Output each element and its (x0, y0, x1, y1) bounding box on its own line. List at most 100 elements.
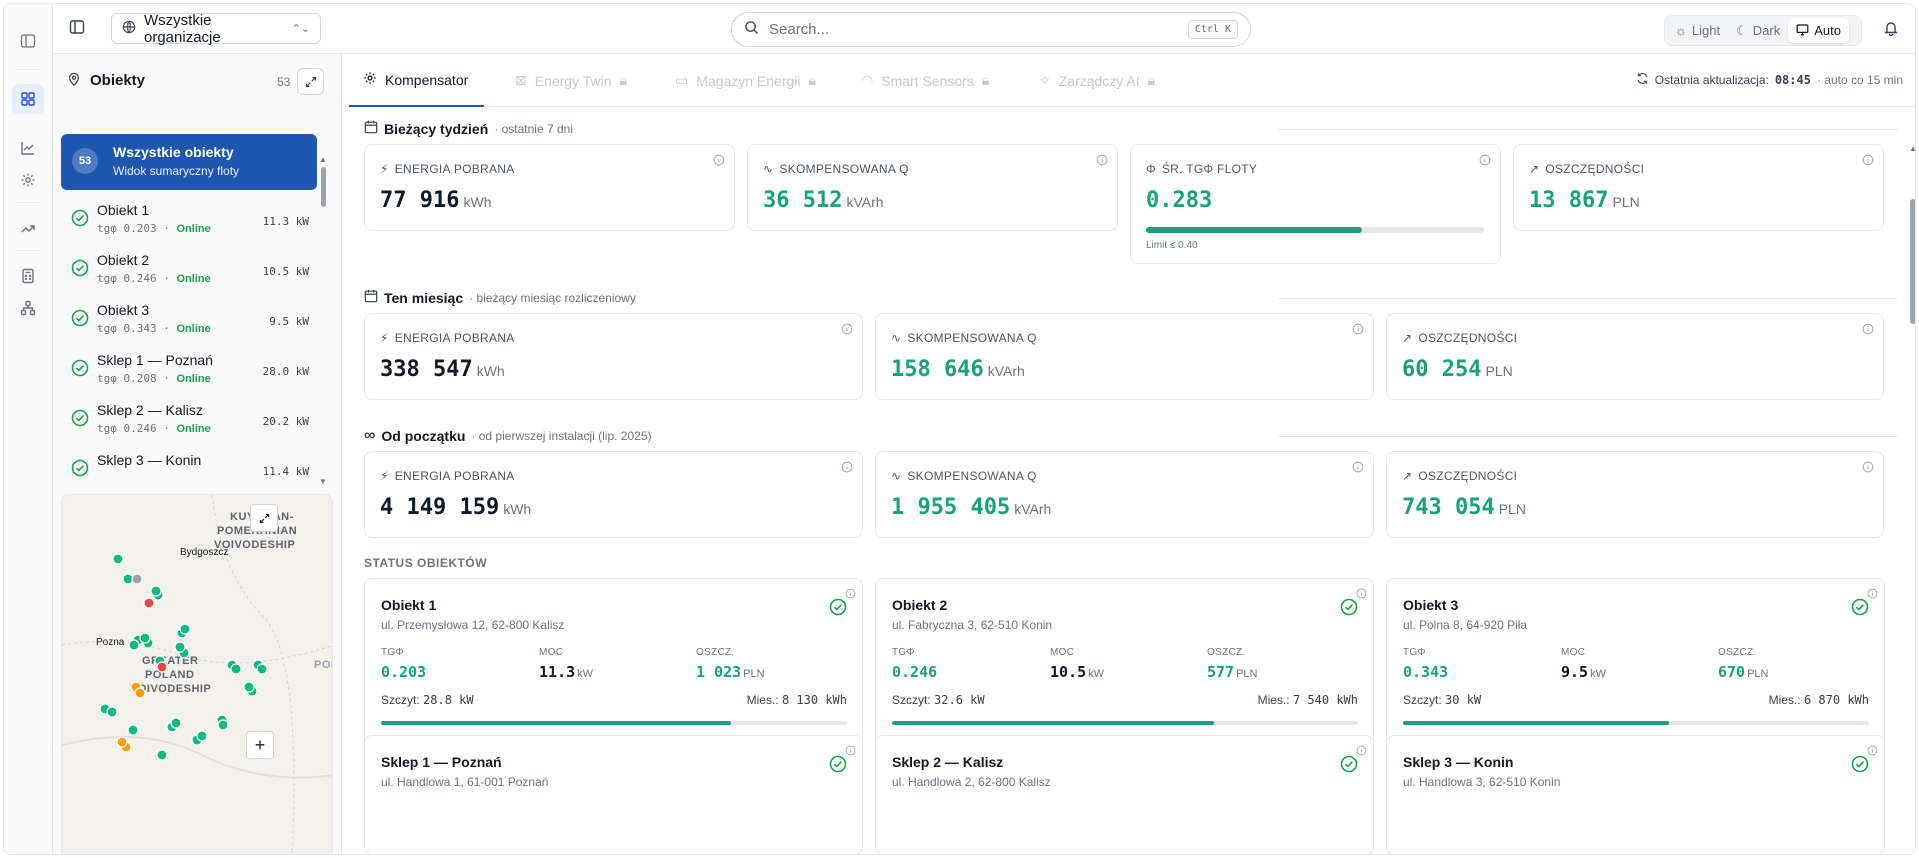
object-status-card[interactable]: Sklep 2 — Kalisz ul. Handlowa 2, 62-800 K… (875, 735, 1374, 854)
check-circle-icon (71, 359, 89, 382)
wifi-icon: ◠ (861, 72, 874, 88)
tab-energy-twin[interactable]: ⊠ Energy Twin 🔒︎ (515, 72, 627, 89)
tab-magazyn-energii[interactable]: ▭ Magazyn Energii 🔒︎ (675, 72, 816, 89)
metric-savings: 670 PLN (1718, 663, 1769, 681)
objects-panel-title: Obiekty (90, 72, 146, 89)
kpi-card: ↗ OSZCZĘDNOŚCI 60 254 PLN (1386, 313, 1884, 400)
search-input[interactable]: Search... (769, 21, 830, 38)
list-scroll-down-arrow[interactable]: ▼ (319, 477, 327, 486)
bell-icon[interactable] (1883, 20, 1899, 41)
check-circle-icon (829, 755, 847, 778)
metric-savings: 577 PLN (1207, 663, 1258, 681)
map-zoom-in-button[interactable]: + (246, 731, 274, 759)
refresh-icon[interactable] (1636, 72, 1649, 88)
list-item[interactable]: Sklep 3 — Konin 11.4 kW (61, 444, 317, 484)
theme-auto-button[interactable]: Auto (1788, 18, 1849, 43)
object-power: 28.0 kW (262, 365, 309, 378)
list-item[interactable]: Obiekt 2 tgφ 0.246 · Online 10.5 kW (61, 244, 317, 294)
info-icon[interactable] (1479, 153, 1491, 171)
all-objects-item[interactable]: 53 Wszystkie obiekty Widok sumaryczny fl… (61, 134, 317, 190)
settings-icon[interactable] (18, 170, 38, 190)
object-status-card[interactable]: Obiekt 2 ul. Fabryczna 3, 62-510 Konin TGΦ… (875, 578, 1374, 759)
app-window: Wszystkie organizacje ⌃⌄ Search... Ctrl … (3, 3, 1916, 855)
tab-smart-sensors[interactable]: ◠ Smart Sensors 🔒︎ (861, 72, 990, 89)
panel-toggle-icon[interactable] (69, 19, 85, 40)
card-object-address: ul. Handlowa 3, 62-510 Konin (1403, 775, 1561, 789)
info-icon[interactable] (1867, 743, 1878, 761)
info-icon[interactable] (841, 460, 853, 478)
info-icon[interactable] (845, 586, 856, 604)
trending-up-icon: ↗ (1402, 331, 1413, 345)
object-status-card[interactable]: Sklep 1 — Poznań ul. Handlowa 1, 61-001 P… (364, 735, 863, 854)
info-icon[interactable] (1356, 586, 1367, 604)
pulse-icon: ∿ (891, 469, 902, 483)
expand-icon[interactable] (297, 68, 324, 95)
object-power: 9.5 kW (269, 315, 309, 328)
info-icon[interactable] (845, 743, 856, 761)
scroll-up-arrow[interactable]: ▲ (1909, 144, 1915, 153)
check-circle-icon (1851, 598, 1869, 621)
info-icon[interactable] (841, 322, 853, 340)
search-icon (744, 20, 759, 39)
info-icon[interactable] (1862, 322, 1874, 340)
info-icon[interactable] (713, 153, 725, 171)
lock-icon: 🔒︎ (1147, 72, 1156, 88)
organization-selector[interactable]: Wszystkie organizacje ⌃⌄ (111, 12, 321, 46)
sidebar-toggle-icon[interactable] (18, 31, 38, 51)
tab-zarzadczy-ai[interactable]: ✧ Zarządczy AI 🔒︎ (1039, 72, 1156, 89)
theme-dark-button[interactable]: ☾ Dark (1736, 22, 1781, 39)
section-month-header: Ten miesiąc · bieżący miesiąc rozliczenio… (364, 289, 636, 306)
calculator-icon[interactable] (18, 266, 38, 286)
list-item[interactable]: Sklep 2 — Kalisz tgφ 0.246 · Online 20.2… (61, 394, 317, 444)
tab-kompensator[interactable]: Kompensator (349, 54, 485, 107)
peak-value: Szczyt: 30 kW (1403, 693, 1482, 707)
analytics-icon[interactable] (18, 138, 38, 158)
battery-icon: ▭ (675, 72, 689, 88)
info-icon[interactable] (1356, 743, 1367, 761)
card-object-address: ul. Przemysłowa 12, 62-800 Kalisz (381, 618, 565, 632)
info-icon[interactable] (1352, 322, 1364, 340)
tg-limit-label: Limit ≤ 0.40 (1146, 240, 1198, 251)
list-item[interactable]: Obiekt 3 tgφ 0.343 · Online 9.5 kW (61, 294, 317, 344)
search-bar[interactable]: Search... Ctrl K (731, 12, 1251, 47)
list-item[interactable]: Obiekt 1 tgφ 0.203 · Online 11.3 kW (61, 194, 317, 244)
info-icon[interactable] (1352, 460, 1364, 478)
dashboard-icon[interactable] (12, 84, 44, 114)
card-object-name: Obiekt 3 (1403, 597, 1459, 613)
theme-switcher: ☼ Light ☾ Dark Auto (1664, 15, 1862, 46)
info-icon[interactable] (1867, 586, 1878, 604)
object-meta: tgφ 0.208 · Online (97, 372, 211, 385)
list-item[interactable]: Sklep 1 — Poznań tgφ 0.208 · Online 28.0… (61, 344, 317, 394)
dashboard-content: Bieżący tydzień · ostatnie 7 dni ⚡︎ ENERGI… (343, 108, 1903, 854)
map-markers[interactable] (62, 495, 333, 855)
info-icon[interactable] (1862, 153, 1874, 171)
scrollbar-thumb[interactable] (1910, 199, 1915, 324)
theme-light-button[interactable]: ☼ Light (1675, 23, 1721, 38)
info-icon[interactable] (1862, 460, 1874, 478)
list-scroll-up-arrow[interactable]: ▲ (319, 155, 327, 164)
check-circle-icon (1340, 598, 1358, 621)
object-status-card[interactable]: Obiekt 1 ul. Przemysłowa 12, 62-800 Kalis… (364, 578, 863, 759)
network-icon[interactable] (18, 298, 38, 318)
kpi-card: ∿ SKOMPENSOWANA Q 36 512 kVArh (747, 144, 1118, 231)
trend-icon[interactable] (18, 218, 38, 238)
map-city-label: Pozna (96, 637, 125, 648)
fleet-map[interactable]: KUYAVIAN- POMERANIAN VOIVODESHIP GREATER… (61, 494, 333, 855)
object-name: Sklep 2 — Kalisz (97, 402, 203, 418)
map-fullscreen-icon[interactable] (250, 504, 278, 532)
kpi-card: ∿ SKOMPENSOWANA Q 1 955 405 kVArh (875, 451, 1374, 538)
bolt-icon: ⚡︎ (380, 331, 389, 345)
tg-scale-bar (1403, 721, 1869, 725)
object-power: 20.2 kW (262, 415, 309, 428)
trending-up-icon: ↗ (1529, 162, 1540, 176)
list-scrollbar[interactable] (321, 167, 326, 207)
tg-progress-bar (1146, 227, 1484, 233)
objects-panel-header: Obiekty 53 (53, 54, 341, 107)
object-status-card[interactable]: Sklep 3 — Konin ul. Handlowa 3, 62-510 Ko… (1386, 735, 1885, 854)
map-city-label: Bydgoszcz (180, 547, 229, 558)
info-icon[interactable] (1096, 153, 1108, 171)
object-status-card[interactable]: Obiekt 3 ul. Polna 8, 64-920 Piła TGΦ MOC OS… (1386, 578, 1885, 759)
kpi-card: ⚡︎ ENERGIA POBRANA 4 149 159 kWh (364, 451, 863, 538)
kpi-card: ⚡︎ ENERGIA POBRANA 338 547 kWh (364, 313, 863, 400)
main-scrollbar[interactable]: ▲ (1909, 144, 1915, 854)
